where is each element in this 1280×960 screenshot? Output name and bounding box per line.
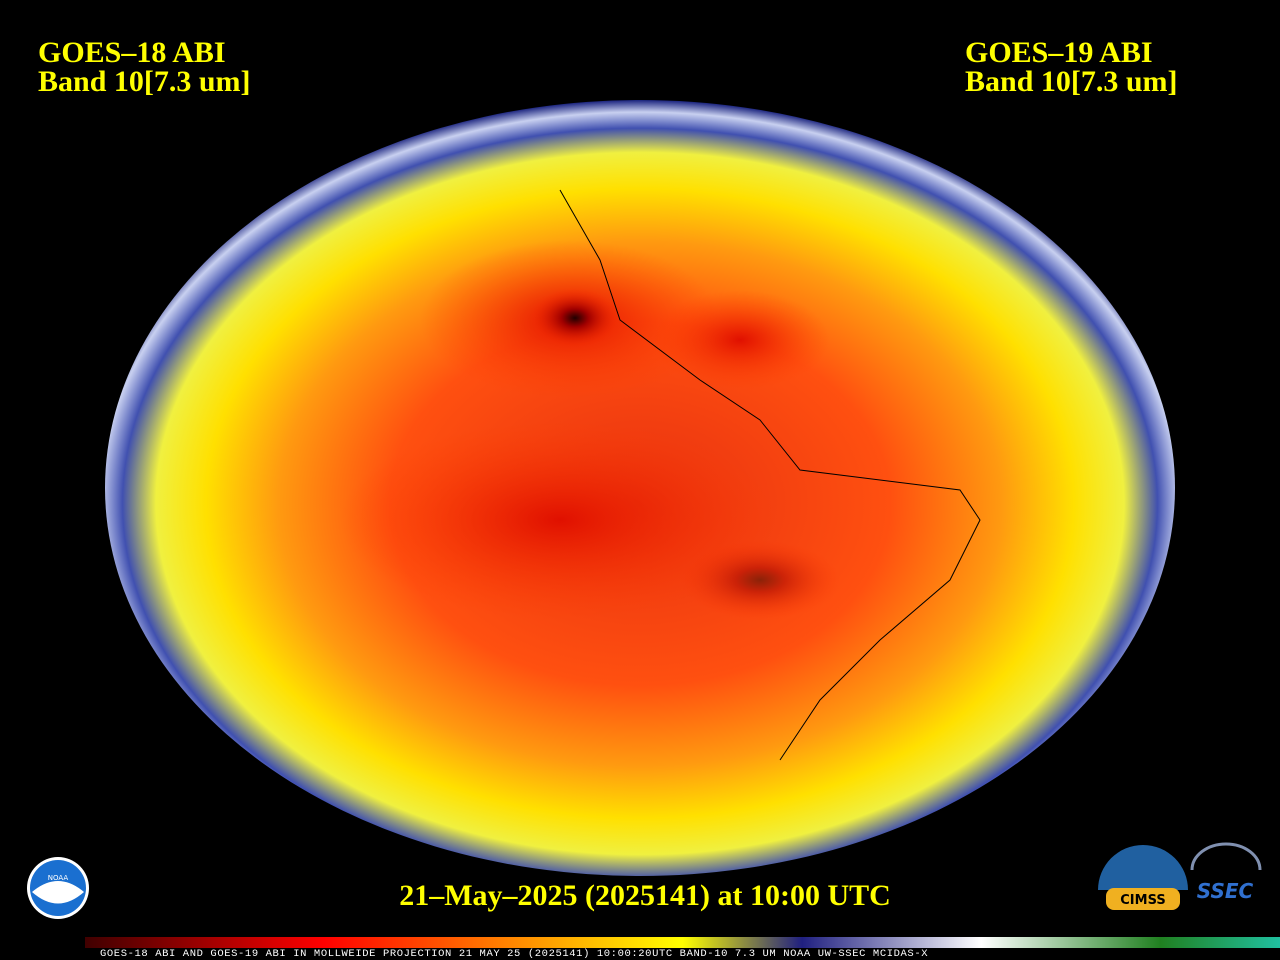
- timestamp: 21–May–2025 (2025141) at 10:00 UTC: [399, 879, 891, 912]
- right-satellite: GOES–19 ABI: [965, 36, 1153, 69]
- noaa-logo: NOAA: [27, 857, 89, 919]
- cimss-text: CIMSS: [1120, 893, 1165, 908]
- left-satellite: GOES–18 ABI: [38, 36, 226, 69]
- earth-disk: [105, 100, 1175, 876]
- color-bar: [85, 937, 1280, 948]
- left-band: Band 10[7.3 um]: [38, 65, 251, 98]
- cimss-logo: CIMSS: [1098, 845, 1188, 910]
- ssec-logo: SSEC: [1190, 842, 1262, 903]
- ssec-text: SSEC: [1197, 879, 1254, 903]
- right-band: Band 10[7.3 um]: [965, 65, 1178, 98]
- noaa-text: NOAA: [48, 874, 69, 882]
- colorbar-caption: GOES-18 ABI AND GOES-19 ABI IN MOLLWEIDE…: [100, 948, 928, 960]
